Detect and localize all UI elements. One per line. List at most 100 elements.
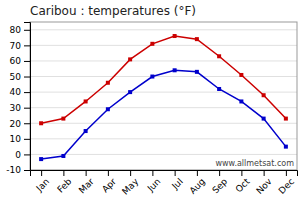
y-tick: 20 [10,119,30,129]
chart: -10 0 10 20 30 40 50 60 70 80 JanFebMarAprMayJun Ju… [0,0,305,200]
grid-line [30,107,297,108]
y-tick-mark [24,45,30,46]
x-tick-mark [197,170,198,176]
y-tick-mark [24,108,30,109]
y-tick: -10 [6,165,30,175]
grid-line [30,92,297,93]
y-tick: 60 [10,56,30,66]
marker [106,107,110,111]
x-tick-label: Nov [254,176,274,196]
x-tick: Jun [145,170,163,194]
x-tick-label: Sep [210,176,229,195]
x-tick-label: Oct [233,176,251,194]
y-tick-label: 40 [10,87,22,97]
x-tick: Nov [254,170,274,196]
marker [284,117,288,121]
x-tick: Apr [100,170,118,195]
plot: -10 0 10 20 30 40 50 60 70 80 JanFebMarAprMayJun Ju… [6,22,297,197]
marker [150,75,154,79]
y-tick: 0 [15,150,30,160]
marker [61,117,65,121]
marker [84,129,88,133]
x-tick-mark [219,170,220,176]
x-tick-label: Mar [77,176,96,195]
y-tick-mark [24,61,30,62]
x-tick-mark [108,170,109,176]
x-tick-mark [130,170,131,176]
y-axis-line [24,23,31,171]
title: Caribou : temperatures (°F) [30,4,196,18]
x-tick-mark [264,170,265,176]
x-tick-label: Jan [34,176,52,194]
grid-line [30,29,297,30]
x-tick-mark [152,170,153,176]
series-line [41,70,286,159]
x-tick-label: May [120,176,141,197]
marker [195,37,199,41]
marks [39,34,288,161]
x-tick-mark [63,170,64,176]
y-tick: 70 [10,41,30,51]
plot-frame [30,22,297,170]
grid-line [30,154,297,155]
marker [173,34,177,38]
marker [150,42,154,46]
marker [61,154,65,158]
x-axis: JanFebMarAprMayJun Jul AugSepOctNovDec [31,170,298,197]
x-tick-mark [86,170,87,176]
y-axis: -10 0 10 20 30 40 50 60 70 80 [6,23,30,176]
marker [262,93,266,97]
y-tick-label: -10 [6,165,21,175]
y-tick-label: 50 [10,72,22,82]
x-tick-label: Dec [277,176,296,195]
marker [128,90,132,94]
x-tick: Oct [233,170,251,195]
y-tick-mark [24,30,30,31]
x-axis-line [31,171,298,177]
marker [39,121,43,125]
grid-line [30,45,297,46]
marker [239,73,243,77]
watermark: www.allmetsat.com [216,159,295,168]
y-tick-label: 70 [10,41,22,51]
marker [284,145,288,149]
y-tick-label: 60 [10,56,22,66]
y-tick-label: 20 [10,119,22,129]
grid-line [30,76,297,77]
grid-line [30,123,297,124]
x-tick: Feb [55,170,74,195]
y-tick-mark [24,123,30,124]
marker [39,157,43,161]
x-tick-label: Aug [188,176,208,196]
marker [128,57,132,61]
y-tick: 80 [10,25,30,35]
y-tick: 50 [10,72,30,82]
grid-line [30,60,297,61]
marker [195,70,199,74]
x-tick-mark [175,170,176,176]
grid-line [30,138,297,139]
x-tick-label: Apr [100,176,118,194]
marker [217,87,221,91]
x-tick-mark [286,170,287,176]
y-tick: 40 [10,87,30,97]
y-tick-mark [24,154,30,155]
y-tick-label: 0 [15,150,21,160]
y-tick-mark [24,92,30,93]
y-tick-label: 10 [10,134,22,144]
x-tick: Aug [188,170,208,196]
x-tick: May [120,170,141,197]
x-tick: Jul [169,170,184,192]
y-tick-label: 30 [10,103,22,113]
y-tick-label: 80 [10,25,22,35]
x-tick-mark [241,170,242,176]
marker [106,81,110,85]
y-tick-mark [24,139,30,140]
x-tick: Mar [77,170,96,196]
y-tick: 30 [10,103,30,113]
y-tick-mark [24,170,30,171]
series-line [41,36,286,123]
x-tick-label: Jun [145,176,163,194]
grid [30,30,297,170]
x-tick: Jan [34,170,52,194]
